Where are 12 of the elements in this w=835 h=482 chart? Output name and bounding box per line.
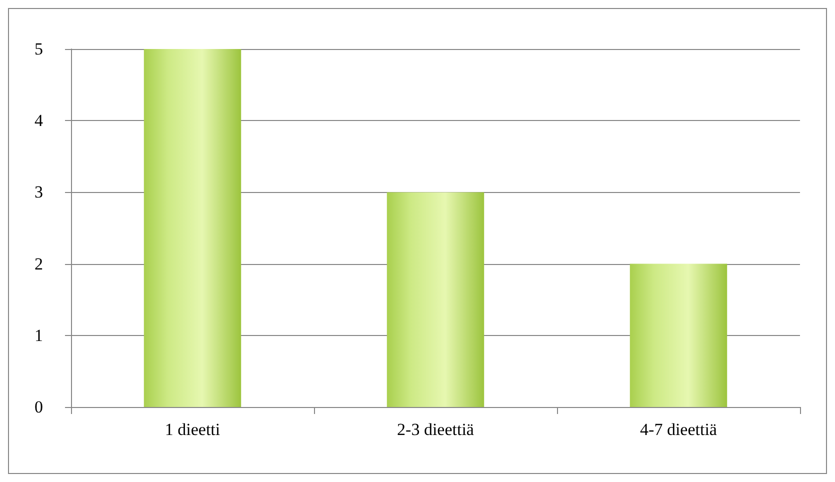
x-tick-label: 4-7 dieettiä	[640, 420, 718, 439]
bar	[630, 264, 728, 407]
bar	[144, 49, 242, 407]
x-tick-label: 1 dieetti	[164, 420, 220, 439]
y-tick-label: 3	[34, 182, 43, 202]
bar	[386, 192, 484, 407]
y-tick-label: 4	[34, 111, 44, 130]
y-tick-label: 5	[34, 40, 43, 58]
y-tick-label: 1	[34, 326, 43, 345]
y-tick-label: 2	[34, 254, 43, 274]
y-tick-label: 0	[34, 398, 43, 416]
x-tick-label: 2-3 dieettiä	[397, 420, 474, 439]
